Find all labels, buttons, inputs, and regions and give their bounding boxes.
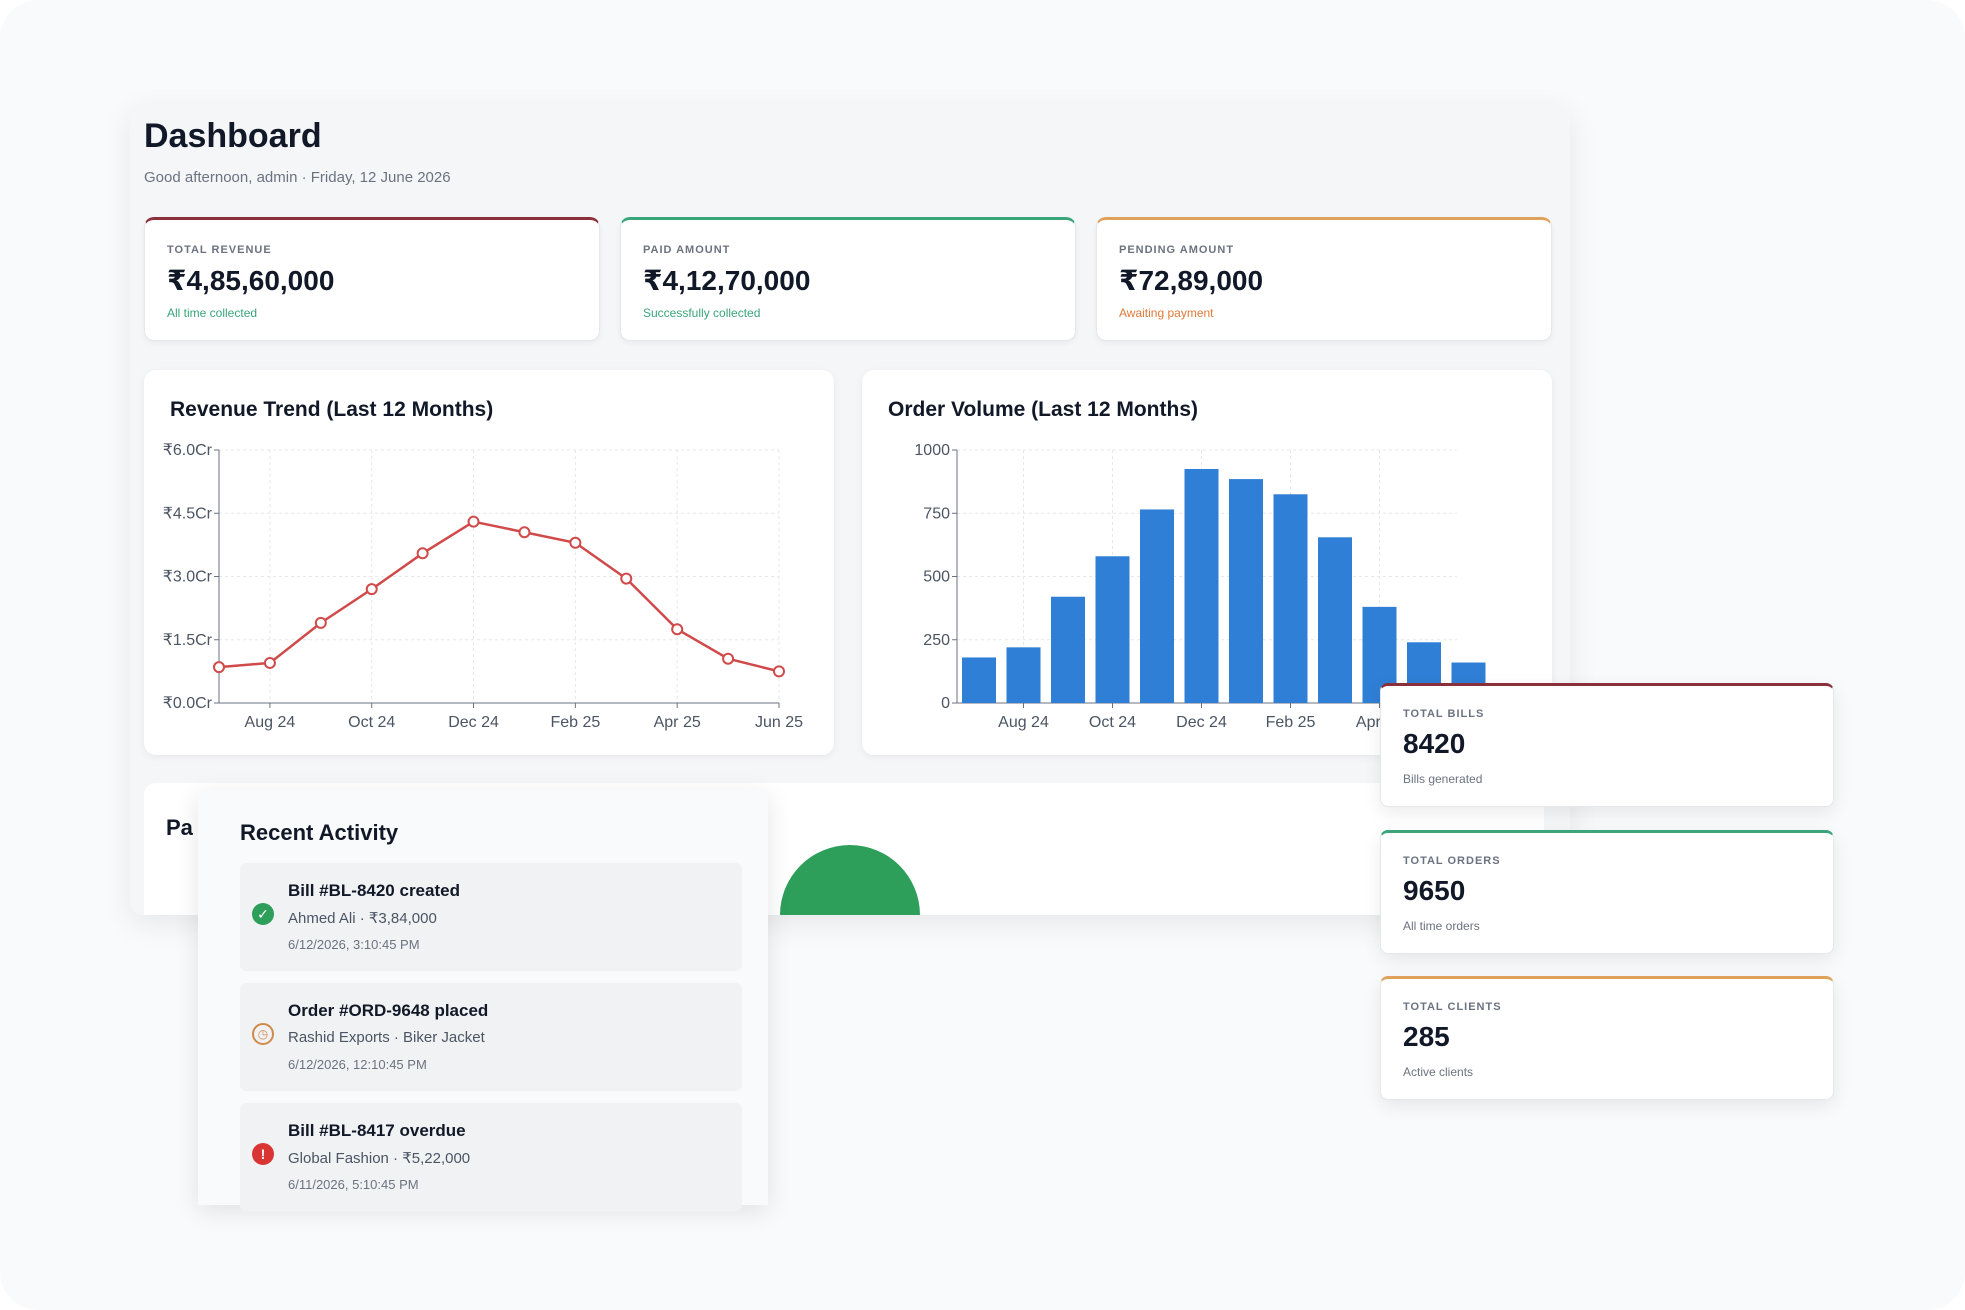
data-point (213, 661, 225, 674)
activity-heading: Bill #BL-8420 created (288, 881, 460, 900)
dashboard-panel: Dashboard Good afternoon, admin · Friday… (130, 105, 1570, 915)
activity-description: Ahmed Ali · ₹3,84,000 (288, 910, 437, 927)
stat-value: 8420 (1403, 728, 1466, 759)
x-tick-label: Feb 25 (1266, 714, 1316, 731)
stat-value: ₹72,89,000 (1119, 265, 1264, 296)
order-bar (962, 657, 996, 703)
stat-value: 9650 (1403, 875, 1466, 906)
x-tick-label: Dec 24 (1176, 714, 1227, 731)
revenue-trend-card: Revenue Trend (Last 12 Months) ₹0.0Cr ₹1.… (144, 370, 834, 755)
stat-sub: Active clients (1403, 1065, 1474, 1079)
stat-card-total-clients[interactable]: TOTAL CLIENTS 285 Active clients (1380, 976, 1834, 1100)
data-point (671, 623, 684, 636)
data-point (569, 536, 582, 549)
greeting-text: Good afternoon, admin · Friday, 12 June … (144, 169, 451, 186)
y-tick-label: ₹0.0Cr (163, 695, 213, 712)
stat-sub: Bills generated (1403, 772, 1483, 786)
order-bar (1095, 556, 1130, 703)
chart-title: Order Volume (Last 12 Months) (888, 398, 1198, 421)
activity-timestamp: 6/11/2026, 5:10:45 PM (288, 1177, 419, 1192)
order-bar (1006, 647, 1041, 703)
stat-label: PENDING AMOUNT (1119, 244, 1235, 256)
x-tick-label: Aug 24 (998, 714, 1049, 731)
stat-label: TOTAL REVENUE (167, 244, 272, 256)
stat-value: 285 (1403, 1021, 1450, 1052)
stat-label: PAID AMOUNT (643, 244, 731, 256)
data-point (518, 526, 531, 539)
y-tick-label: 500 (923, 569, 950, 586)
y-tick-label: ₹3.0Cr (163, 569, 213, 586)
stat-card-pending-amount[interactable]: PENDING AMOUNT ₹72,89,000 Awaiting payme… (1096, 217, 1552, 341)
activity-title: Recent Activity (240, 820, 399, 845)
stat-value: ₹4,85,60,000 (167, 265, 335, 296)
x-tick-label: Feb 25 (550, 714, 600, 731)
stat-label: TOTAL BILLS (1403, 708, 1485, 720)
y-tick-label: ₹4.5Cr (163, 505, 213, 522)
stat-card-total-orders[interactable]: TOTAL ORDERS 9650 All time orders (1380, 830, 1834, 954)
check-circle-icon: ✓ (252, 903, 274, 925)
stat-sub: All time collected (167, 306, 258, 320)
x-tick-label: Jun 25 (755, 714, 803, 731)
activity-timestamp: 6/12/2026, 3:10:45 PM (288, 937, 420, 952)
stat-card-paid-amount[interactable]: PAID AMOUNT ₹4,12,70,000 Successfully co… (620, 217, 1076, 341)
stat-card-total-revenue[interactable]: TOTAL REVENUE ₹4,85,60,000 All time coll… (144, 217, 600, 341)
order-bar (1318, 537, 1352, 703)
activity-heading: Order #ORD-9648 placed (288, 1001, 489, 1020)
x-tick-label: Oct 24 (1089, 714, 1136, 731)
order-bar (1229, 479, 1263, 703)
clock-icon: ◷ (252, 1023, 274, 1045)
order-bar (1184, 468, 1219, 703)
order-volume-card: Order Volume (Last 12 Months) 0 250 500 750… (862, 370, 1552, 755)
stat-value: ₹4,12,70,000 (643, 265, 811, 296)
revenue-trend-chart: ₹0.0Cr ₹1.5Cr ₹3.0Cr ₹4.5Cr ₹6.0Cr Aug 24 Oct … (163, 442, 803, 731)
alert-circle-icon: ! (252, 1143, 274, 1165)
order-bar (1051, 596, 1085, 703)
activity-description: Rashid Exports · Biker Jacket (288, 1029, 485, 1046)
activity-timestamp: 6/12/2026, 12:10:45 PM (288, 1057, 427, 1072)
x-tick-label: Dec 24 (448, 714, 499, 731)
activity-heading: Bill #BL-8417 overdue (288, 1121, 466, 1140)
activity-description: Global Fashion · ₹5,22,000 (288, 1150, 471, 1167)
data-point (722, 652, 735, 665)
stat-sub: All time orders (1403, 919, 1480, 933)
y-tick-label: ₹6.0Cr (163, 442, 213, 459)
stat-label: TOTAL CLIENTS (1403, 1001, 1502, 1013)
data-point (416, 547, 429, 560)
activity-item[interactable]: ◷ Order #ORD-9648 placed Rashid Exports … (240, 983, 742, 1091)
activity-item[interactable]: ! Bill #BL-8417 overdue Global Fashion ·… (240, 1103, 742, 1211)
recent-activity-panel: Recent Activity ✓ Bill #BL-8420 created … (198, 790, 768, 1211)
data-point (620, 572, 633, 585)
order-bar (1140, 509, 1174, 703)
activity-item[interactable]: ✓ Bill #BL-8420 created Ahmed Ali · ₹3,8… (240, 863, 742, 971)
stat-sub: Successfully collected (643, 306, 761, 320)
pie-chart-fragment (780, 845, 920, 915)
chart-title: Revenue Trend (Last 12 Months) (170, 398, 494, 421)
revenue-line (218, 520, 780, 673)
data-point (467, 515, 480, 528)
stat-label: TOTAL ORDERS (1403, 855, 1501, 867)
y-tick-label: 750 (923, 505, 950, 522)
y-tick-label: 1000 (914, 442, 950, 459)
page-title: Dashboard (144, 117, 322, 155)
x-tick-label: Oct 24 (348, 714, 395, 731)
y-tick-label: 250 (923, 632, 950, 649)
data-point (773, 665, 785, 678)
x-tick-label: Aug 24 (245, 714, 296, 731)
pie-slice (780, 845, 920, 915)
data-point (263, 656, 276, 669)
y-tick-label: ₹1.5Cr (163, 632, 213, 649)
stat-card-total-bills[interactable]: TOTAL BILLS 8420 Bills generated (1380, 683, 1834, 807)
stat-sub: Awaiting payment (1119, 306, 1214, 320)
section-title-partial: Pa (166, 815, 193, 840)
data-point (314, 616, 327, 629)
data-point (365, 583, 378, 596)
order-bar (1273, 494, 1308, 703)
x-tick-label: Apr 25 (654, 714, 701, 731)
y-tick-label: 0 (941, 695, 950, 712)
